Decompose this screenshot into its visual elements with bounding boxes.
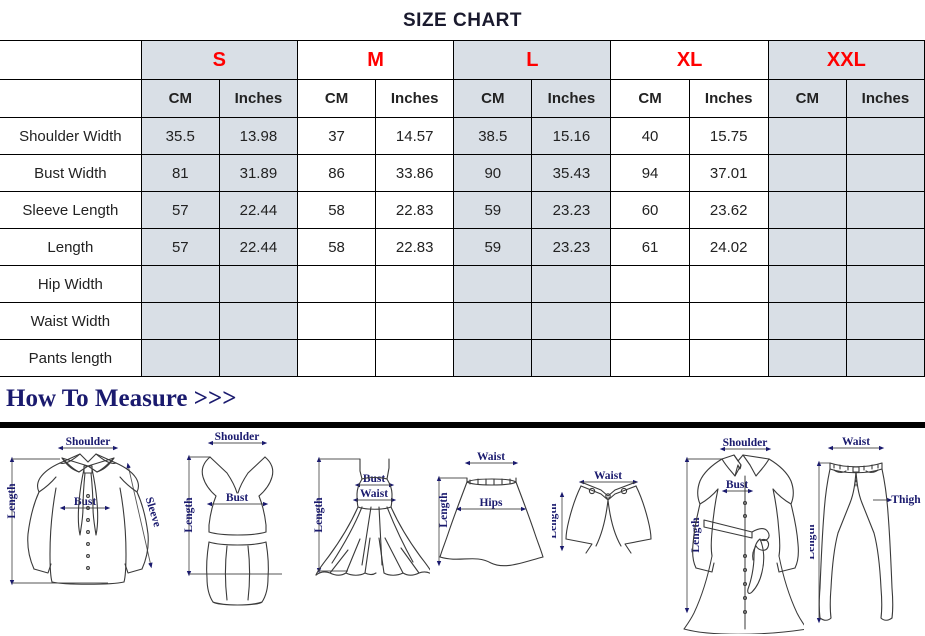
- svg-text:Thigh: Thigh: [891, 494, 921, 506]
- svg-text:Sleeve: Sleeve: [143, 496, 163, 529]
- svg-text:Shoulder: Shoulder: [215, 431, 260, 443]
- svg-text:Waist: Waist: [842, 436, 870, 448]
- svg-text:Length: Length: [6, 483, 18, 519]
- svg-text:Length: Length: [810, 524, 817, 560]
- svg-text:Length: Length: [313, 497, 325, 533]
- svg-text:Shoulder: Shoulder: [66, 436, 111, 448]
- svg-text:Length: Length: [438, 492, 450, 528]
- svg-text:Waist: Waist: [360, 488, 388, 500]
- svg-text:Bust: Bust: [363, 473, 386, 485]
- svg-text:Shoulder: Shoulder: [723, 437, 768, 449]
- svg-text:Waist: Waist: [477, 451, 505, 463]
- svg-text:Waist: Waist: [594, 470, 622, 482]
- svg-text:Hips: Hips: [479, 497, 503, 509]
- svg-text:Length: Length: [552, 503, 559, 539]
- svg-text:Length: Length: [183, 497, 195, 533]
- svg-text:Bust: Bust: [226, 492, 249, 504]
